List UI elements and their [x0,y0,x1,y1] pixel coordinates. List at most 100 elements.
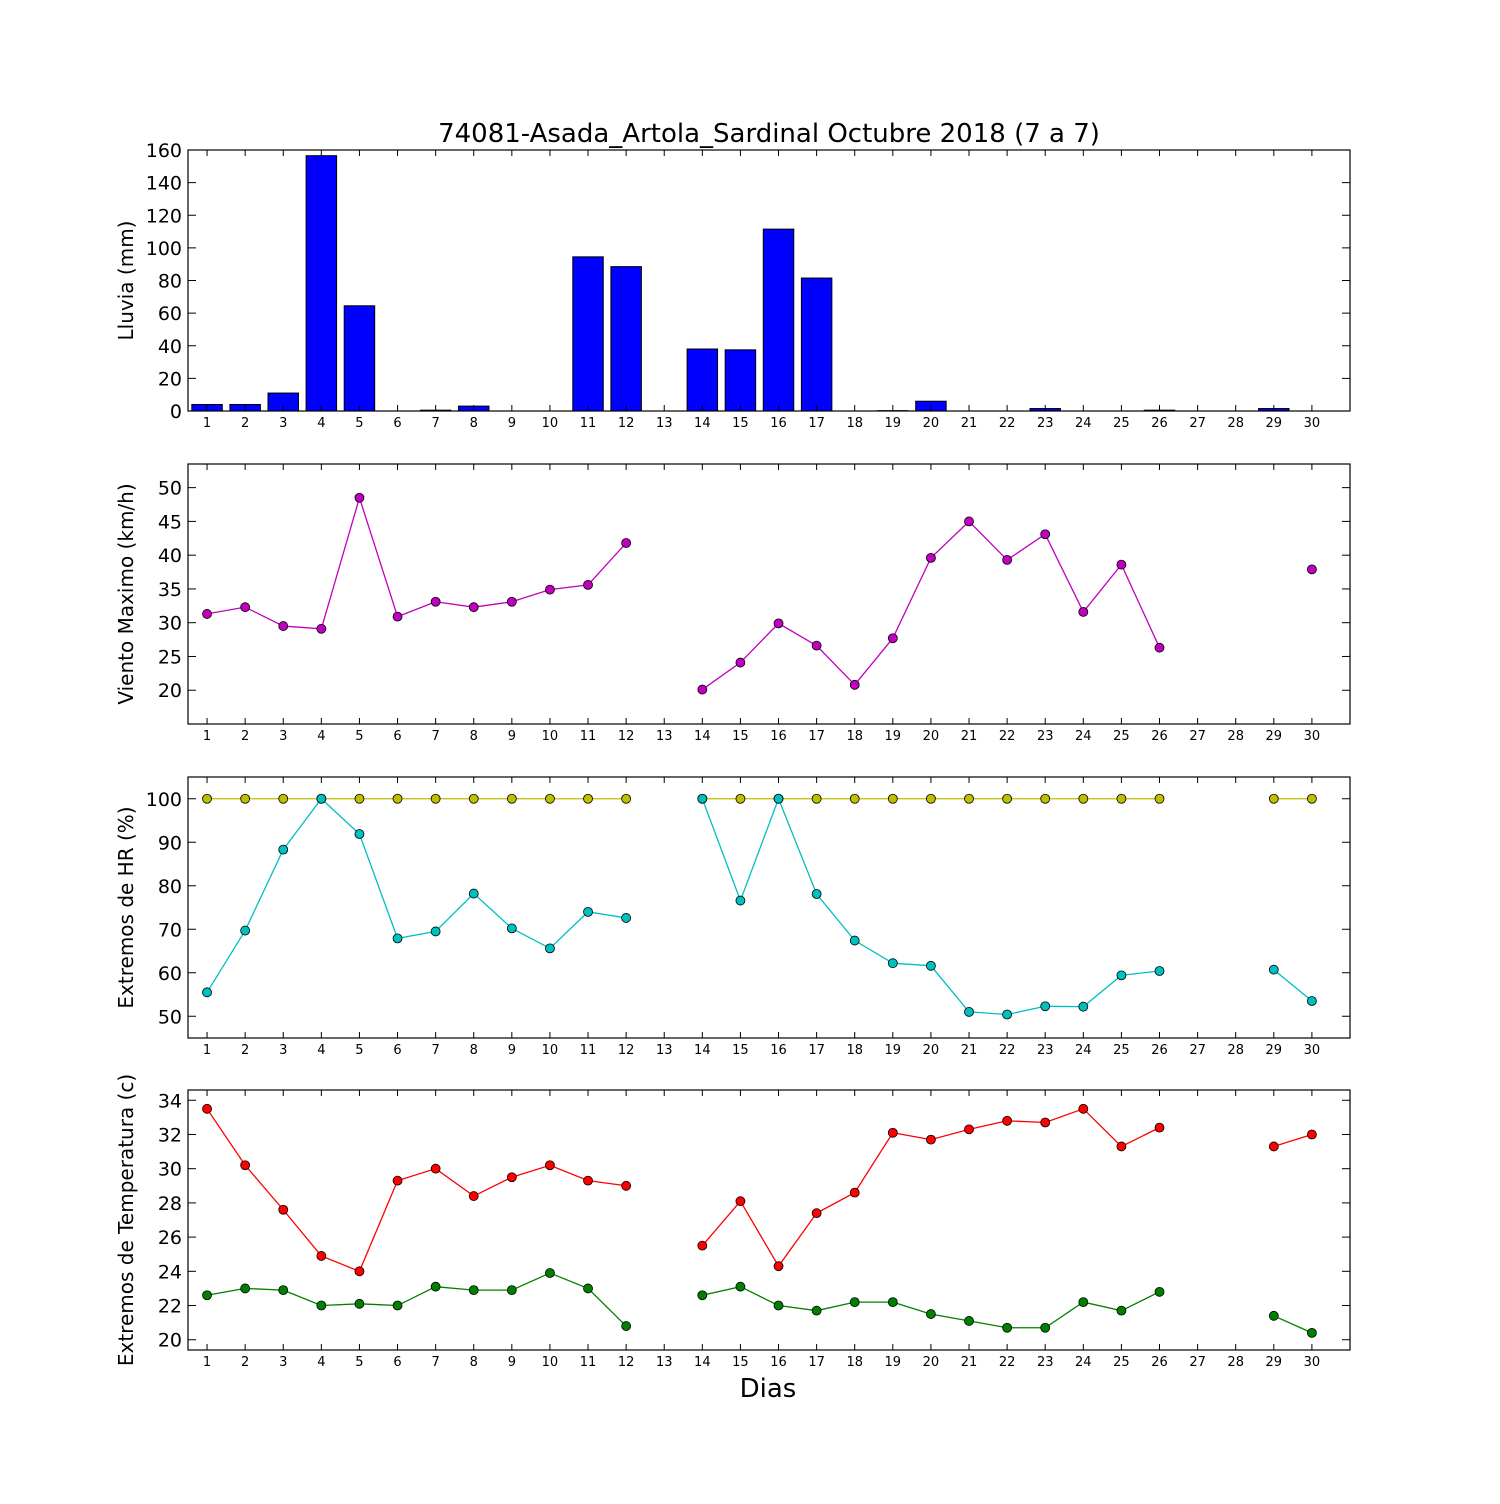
point-s1-day-7 [431,794,440,803]
point-s1-day-24 [1079,794,1088,803]
point-s1-day-12 [622,794,631,803]
point-s2-day-25 [1117,971,1126,980]
point-s1-day-15 [736,658,745,667]
x-tick-label-30: 30 [1304,1043,1321,1058]
y-axis-label: Viento Maximo (km/h) [114,483,138,704]
point-s1-day-7 [431,1164,440,1173]
y-tick-label-100: 100 [146,789,182,811]
x-tick-label-19: 19 [885,1355,902,1370]
plot-area [188,777,1350,1038]
point-s1-day-19 [888,634,897,643]
x-tick-label-19: 19 [885,416,902,431]
y-tick-label-70: 70 [158,919,182,941]
y-tick-label-22: 22 [158,1296,182,1318]
x-tick-label-8: 8 [470,1355,478,1370]
x-tick-label-30: 30 [1304,729,1321,744]
point-s2-day-25 [1117,1306,1126,1315]
x-tick-label-29: 29 [1266,416,1283,431]
point-s1-day-17 [812,641,821,650]
point-s1-day-18 [850,680,859,689]
point-s1-day-11 [584,1176,593,1185]
x-tick-label-1: 1 [203,1043,211,1058]
point-s1-day-14 [698,685,707,694]
x-tick-label-20: 20 [923,416,940,431]
point-s1-day-17 [812,1209,821,1218]
x-tick-label-4: 4 [317,1043,325,1058]
point-s1-day-1 [203,609,212,618]
point-s1-day-5 [355,493,364,502]
bar-day-5 [344,306,374,411]
x-tick-label-9: 9 [508,416,516,431]
x-tick-label-15: 15 [732,416,749,431]
point-s2-day-21 [965,1007,974,1016]
x-tick-label-23: 23 [1037,729,1054,744]
x-tick-label-25: 25 [1113,729,1130,744]
x-tick-label-14: 14 [694,1355,711,1370]
point-s1-day-7 [431,597,440,606]
x-tick-label-14: 14 [694,416,711,431]
x-tick-label-25: 25 [1113,416,1130,431]
point-s2-day-22 [1003,1323,1012,1332]
point-s2-day-29 [1269,965,1278,974]
point-s1-day-9 [507,597,516,606]
x-tick-label-17: 17 [808,1355,825,1370]
x-tick-label-1: 1 [203,729,211,744]
point-s2-day-23 [1041,1002,1050,1011]
x-tick-label-13: 13 [656,729,673,744]
x-tick-label-25: 25 [1113,1043,1130,1058]
x-tick-label-2: 2 [241,729,249,744]
point-s1-day-23 [1041,794,1050,803]
point-s1-day-26 [1155,643,1164,652]
x-tick-label-13: 13 [656,416,673,431]
point-s1-day-25 [1117,1142,1126,1151]
x-tick-label-14: 14 [694,729,711,744]
point-s2-day-6 [393,934,402,943]
point-s1-day-9 [507,1173,516,1182]
point-s2-day-14 [698,1291,707,1300]
x-tick-label-29: 29 [1266,1043,1283,1058]
point-s1-day-2 [241,603,250,612]
point-s2-day-12 [622,913,631,922]
y-axis-label: Extremos de HR (%) [114,806,138,1008]
y-tick-label-20: 20 [158,680,182,702]
point-s2-day-4 [317,794,326,803]
x-tick-label-15: 15 [732,1043,749,1058]
point-s1-day-10 [545,794,554,803]
y-tick-label-0: 0 [170,401,182,423]
x-tick-label-15: 15 [732,1355,749,1370]
point-s2-day-12 [622,1322,631,1331]
x-tick-label-5: 5 [355,416,363,431]
point-s1-day-19 [888,1128,897,1137]
x-tick-label-13: 13 [656,1355,673,1370]
point-s2-day-9 [507,1286,516,1295]
point-s1-day-15 [736,794,745,803]
point-s2-day-17 [812,890,821,899]
point-s2-day-3 [279,845,288,854]
x-tick-label-11: 11 [580,1355,597,1370]
point-s2-day-8 [469,1286,478,1295]
point-s2-day-7 [431,1282,440,1291]
point-s1-day-4 [317,1251,326,1260]
point-s1-day-11 [584,794,593,803]
point-s1-day-18 [850,1188,859,1197]
point-s1-day-8 [469,794,478,803]
x-tick-label-7: 7 [431,729,439,744]
point-s1-day-22 [1003,555,1012,564]
x-tick-label-9: 9 [508,729,516,744]
x-tick-label-18: 18 [846,1355,863,1370]
point-s2-day-26 [1155,1287,1164,1296]
bar-day-15 [725,350,755,411]
point-s1-day-11 [584,580,593,589]
chart-title: 74081-Asada_Artola_Sardinal Octubre 2018… [438,119,1100,149]
x-tick-label-6: 6 [393,1355,401,1370]
x-tick-label-4: 4 [317,416,325,431]
x-tick-label-28: 28 [1227,1043,1244,1058]
point-s2-day-10 [545,944,554,953]
point-s2-day-5 [355,1299,364,1308]
x-tick-label-4: 4 [317,1355,325,1370]
x-tick-label-8: 8 [470,1043,478,1058]
x-tick-label-10: 10 [542,1355,559,1370]
x-tick-label-16: 16 [770,416,787,431]
